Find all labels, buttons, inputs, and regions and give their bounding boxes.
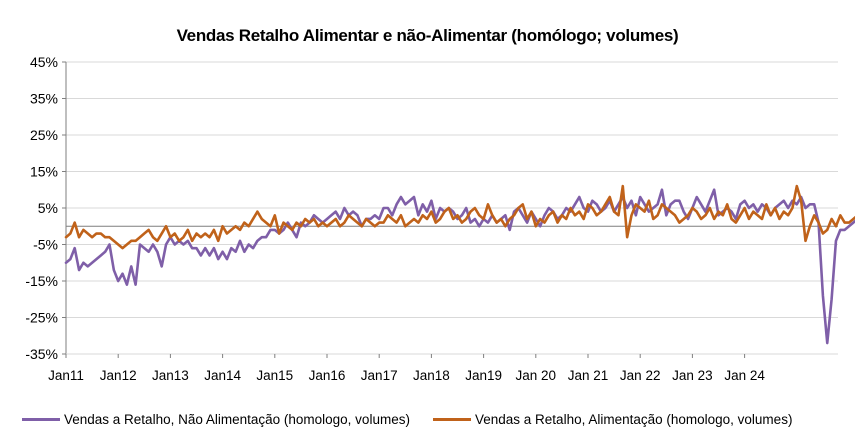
x-tick-label: Jan 21 <box>568 368 609 383</box>
legend-item-non-food: Vendas a Retalho, Não Alimentação (homol… <box>22 412 410 427</box>
x-tick-label: Jan19 <box>465 368 502 383</box>
series-lines <box>64 184 855 345</box>
x-tick-labels: Jan11 Jan12 Jan13 Jan14 Jan15 Jan16 Jan17 Jan18… <box>48 368 765 383</box>
x-tick-label: Jan 22 <box>620 368 661 383</box>
legend-label-non-food: Vendas a Retalho, Não Alimentação (homol… <box>64 412 410 427</box>
legend-swatch-non-food <box>22 418 60 421</box>
chart-title: Vendas Retalho Alimentar e não-Alimentar… <box>176 26 679 45</box>
legend-label-food: Vendas a Retalho, Alimentação (homologo,… <box>475 412 793 427</box>
y-tick-label: -35% <box>25 346 58 362</box>
y-tick-label: -25% <box>25 310 58 326</box>
y-tick-label: 35% <box>30 91 58 107</box>
y-tick-labels: 45% 35% 25% 15% 5% -5% -15% -25% -35% <box>25 54 58 362</box>
legend: Vendas a Retalho, Não Alimentação (homol… <box>0 412 855 436</box>
x-tick-label: Jan12 <box>100 368 137 383</box>
legend-swatch-food <box>433 418 471 421</box>
x-tick-label: Jan 23 <box>672 368 713 383</box>
x-tick-label: Jan14 <box>204 368 241 383</box>
x-tick-label: Jan18 <box>413 368 450 383</box>
x-tick-label: Jan16 <box>309 368 346 383</box>
axes <box>62 61 838 358</box>
x-tick-label: Jan 20 <box>516 368 557 383</box>
x-tick-label: Jan17 <box>361 368 398 383</box>
y-tick-label: -15% <box>25 273 58 289</box>
y-tick-label: 15% <box>30 164 58 180</box>
series-line-food <box>64 184 855 250</box>
legend-item-food: Vendas a Retalho, Alimentação (homologo,… <box>433 412 792 427</box>
x-tick-label: Jan15 <box>256 368 293 383</box>
x-tick-label: Jan 24 <box>724 368 765 383</box>
series-line-non-food <box>64 188 855 345</box>
y-tick-label: 45% <box>30 54 58 70</box>
gridlines <box>66 61 838 355</box>
x-tick-label: Jan11 <box>48 368 84 383</box>
y-tick-label: 25% <box>30 127 58 143</box>
y-tick-label: -5% <box>33 237 58 253</box>
y-tick-label: 5% <box>38 200 58 216</box>
x-tick-label: Jan13 <box>152 368 189 383</box>
